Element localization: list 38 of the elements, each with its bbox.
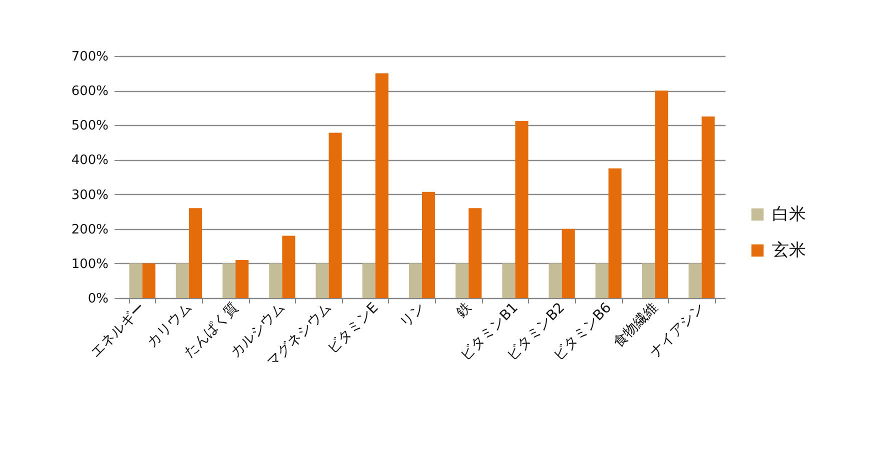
y-tick-label: 700% bbox=[71, 50, 108, 64]
bar bbox=[375, 73, 388, 298]
x-tick-label: リン bbox=[397, 300, 428, 331]
y-tick-label: 0% bbox=[88, 292, 108, 306]
y-tick-label: 200% bbox=[71, 222, 108, 238]
bar bbox=[515, 120, 528, 298]
y-tick-label: 400% bbox=[71, 153, 108, 168]
bar bbox=[316, 263, 329, 298]
bar bbox=[236, 260, 249, 298]
bar bbox=[222, 263, 236, 298]
bar bbox=[468, 208, 482, 298]
bar bbox=[422, 192, 436, 298]
bar bbox=[595, 263, 608, 298]
bar bbox=[362, 263, 376, 298]
legend-label: 玄米 bbox=[772, 240, 806, 260]
bar bbox=[282, 236, 296, 298]
bar bbox=[548, 263, 562, 298]
bar bbox=[655, 90, 668, 298]
y-tick-label: 100% bbox=[71, 256, 108, 272]
bar bbox=[702, 116, 715, 298]
bar bbox=[188, 208, 202, 298]
legend-label: 白米 bbox=[772, 204, 806, 224]
x-tick-label: 鉄 bbox=[454, 300, 475, 322]
bar bbox=[608, 168, 622, 298]
y-tick-label: 500% bbox=[71, 118, 108, 134]
bar bbox=[269, 263, 282, 298]
bar bbox=[502, 263, 516, 298]
bar bbox=[129, 263, 142, 298]
bar bbox=[142, 263, 156, 298]
bar bbox=[328, 132, 342, 298]
bar bbox=[562, 228, 575, 298]
y-tick-label: 300% bbox=[71, 188, 108, 203]
bar bbox=[688, 263, 702, 298]
bar bbox=[642, 263, 656, 298]
bar bbox=[456, 263, 469, 298]
bar bbox=[408, 263, 422, 298]
bar bbox=[176, 263, 189, 298]
y-tick-label: 600% bbox=[71, 84, 108, 100]
